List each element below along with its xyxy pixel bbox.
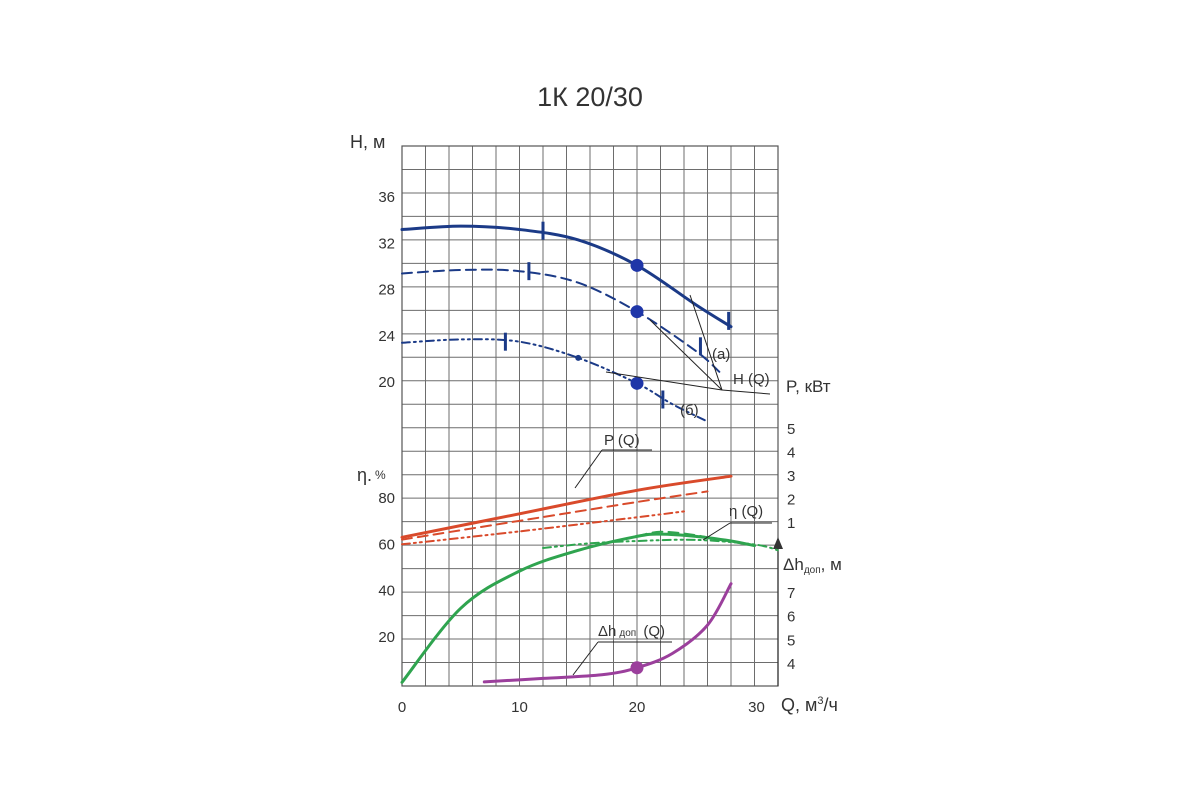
duty-point-marker — [630, 305, 644, 319]
duty-point-marker — [630, 661, 644, 675]
p-curve-label: P (Q) — [604, 432, 640, 449]
eta-axis-label: η.% — [357, 465, 386, 485]
p-axis-label: P, кВт — [786, 377, 831, 396]
x-axis-tick-label: 30 — [748, 699, 765, 716]
series-line — [401, 268, 721, 373]
series-line — [400, 224, 733, 329]
npsh-axis-label: Δhдоп, м — [783, 555, 842, 576]
series-line — [400, 474, 733, 539]
leader-line — [605, 371, 723, 391]
curve-point-marker — [575, 354, 582, 361]
p-axis-tick-label: 4 — [787, 445, 795, 462]
curve-a-label: (а) — [712, 346, 730, 363]
leader-line — [689, 294, 723, 391]
h-axis-label: H, м — [350, 132, 385, 152]
series-line — [400, 532, 756, 684]
series-line — [636, 530, 732, 544]
x-axis-label: Q, м3/ч — [781, 695, 838, 715]
series-line — [401, 510, 685, 546]
npsh-axis-tick-label: 6 — [787, 609, 795, 626]
p-axis-tick-label: 1 — [787, 515, 795, 532]
p-axis-tick-label: 5 — [787, 421, 795, 438]
npsh-axis-tick-label: 7 — [787, 585, 795, 602]
h-curve-label: H (Q) — [733, 371, 770, 388]
series-line — [401, 338, 709, 423]
npsh-axis-tick-label: 4 — [787, 656, 795, 673]
series-line — [542, 538, 779, 552]
chart-labels: 1К 20/30 H (Q)(а) (б) P (Q) η (Q) Δh доп (Q) — [537, 82, 772, 676]
p-axis-tick-label: 2 — [787, 492, 795, 509]
p-axis-tick-label: 3 — [787, 468, 795, 485]
chart-series — [400, 224, 779, 684]
plot-frame — [401, 145, 779, 687]
leader-line — [572, 641, 599, 676]
leader-line — [574, 449, 603, 489]
h-axis-tick-label: 32 — [378, 235, 395, 252]
eta-curve-label: η (Q) — [729, 503, 763, 520]
npsh-axis-tick-label: 5 — [787, 632, 795, 649]
duty-point-marker — [630, 258, 644, 272]
eta-axis-tick-label: 80 — [378, 490, 395, 507]
leader-line — [721, 389, 771, 395]
npsh-curve-label: Δh доп (Q) — [598, 623, 665, 640]
leader-line — [702, 522, 731, 541]
eta-axis-tick-label: 40 — [378, 583, 395, 600]
x-axis-tick-label: 20 — [629, 699, 646, 716]
series-line — [401, 490, 709, 541]
h-axis-tick-label: 36 — [378, 189, 395, 206]
duty-point-marker — [630, 376, 644, 390]
npsh-axis-arrow-icon — [773, 537, 783, 549]
h-axis-tick-label: 28 — [378, 282, 395, 299]
curve-b-label: (б) — [680, 402, 699, 419]
h-axis-tick-label: 20 — [378, 374, 395, 391]
x-axis-tick-label: 10 — [511, 699, 528, 716]
eta-axis-tick-label: 20 — [378, 629, 395, 646]
leader-line — [649, 319, 723, 391]
x-axis-tick-label: 0 — [398, 699, 406, 716]
h-axis-tick-label: 24 — [378, 328, 395, 345]
chart-title: 1К 20/30 — [537, 82, 643, 112]
eta-axis-tick-label: 60 — [378, 536, 395, 553]
chart-markers — [503, 221, 731, 675]
